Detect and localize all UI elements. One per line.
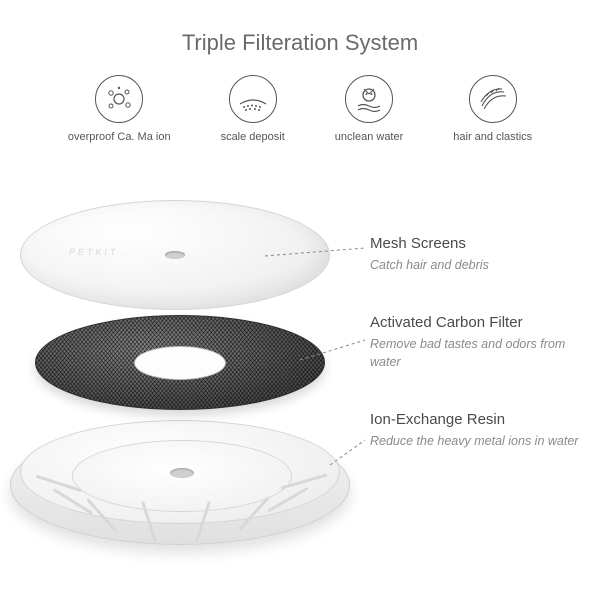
ion-label: overproof Ca. Ma ion [68, 131, 171, 143]
feature-unclean: unclean water [335, 75, 404, 143]
callout-carbon: Activated Carbon Filter Remove bad taste… [370, 314, 585, 371]
main-title: Triple Filteration System [0, 30, 600, 56]
callout-resin-title: Ion-Exchange Resin [370, 411, 585, 428]
scale-icon [229, 75, 277, 123]
callout-mesh: Mesh Screens Catch hair and debris [370, 235, 585, 274]
carbon-filter-disc [35, 315, 325, 410]
ion-icon [95, 75, 143, 123]
callout-resin: Ion-Exchange Resin Reduce the heavy meta… [370, 411, 585, 450]
filter-diagram: PETKIT [0, 200, 370, 580]
carbon-filter-hole [135, 347, 225, 379]
scale-label: scale deposit [221, 131, 285, 143]
callout-carbon-title: Activated Carbon Filter [370, 314, 585, 331]
feature-icons-row: overproof Ca. Ma ion scale deposit [0, 75, 600, 143]
brand-text: PETKIT [68, 247, 119, 257]
mesh-screen-hole [165, 251, 185, 259]
feature-scale: scale deposit [221, 75, 285, 143]
callout-carbon-desc: Remove bad tastes and odors from water [370, 335, 585, 371]
mesh-screen-disc: PETKIT [20, 200, 330, 310]
callouts-column: Mesh Screens Catch hair and debris Activ… [370, 235, 585, 491]
hair-label: hair and clastics [453, 131, 532, 143]
feature-hair: hair and clastics [453, 75, 532, 143]
feature-ion: overproof Ca. Ma ion [68, 75, 171, 143]
unclean-label: unclean water [335, 131, 404, 143]
callout-resin-desc: Reduce the heavy metal ions in water [370, 432, 585, 450]
resin-base-hole [170, 468, 194, 478]
hair-icon [469, 75, 517, 123]
unclean-icon [345, 75, 393, 123]
callout-mesh-desc: Catch hair and debris [370, 256, 585, 274]
callout-mesh-title: Mesh Screens [370, 235, 585, 252]
